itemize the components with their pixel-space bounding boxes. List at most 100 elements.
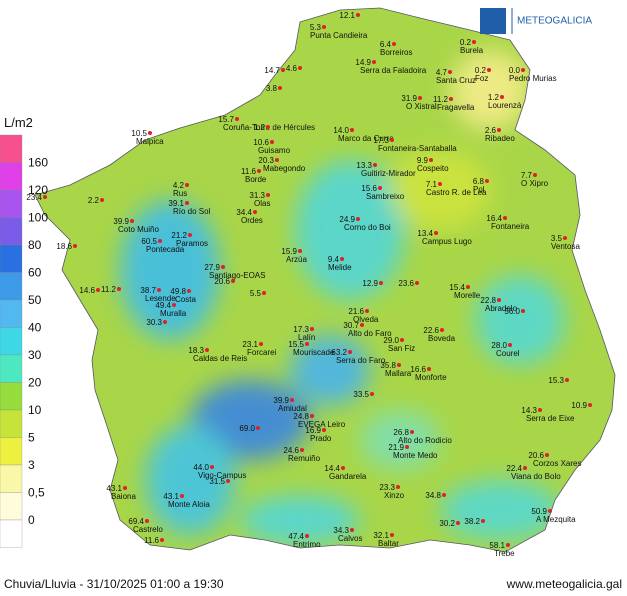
station-dot <box>508 343 512 347</box>
station-value: 21.2 <box>171 231 187 240</box>
station-name: Xinzo <box>384 491 405 500</box>
station-value: 23.4 <box>26 193 42 202</box>
legend-label: 30 <box>28 348 42 362</box>
station-name: Viana do Bolo <box>511 472 561 481</box>
station-dot <box>456 521 460 525</box>
station-value: 6.4 <box>380 40 392 49</box>
station-name: Castrelo <box>133 525 163 534</box>
station-value: 11.2 <box>433 95 449 104</box>
station-name: Mabegondo <box>263 164 306 173</box>
station-dot <box>487 68 491 72</box>
station-name: Corno do Boi <box>344 223 391 232</box>
station-dot <box>185 201 189 205</box>
station-name: Sambreixo <box>366 192 405 201</box>
station-name: Ventosa <box>551 242 580 251</box>
station-dot <box>278 86 282 90</box>
station-dot <box>266 125 270 129</box>
station-name: Entrimo <box>293 540 321 549</box>
station-value: 47.4 <box>288 532 304 541</box>
station-dot <box>485 179 489 183</box>
station-name: Punta Candieira <box>310 31 368 40</box>
station-value: 22.6 <box>423 326 439 335</box>
logo: METEOGALICIA <box>480 8 592 34</box>
station-dot <box>226 479 230 483</box>
station-dot <box>210 465 214 469</box>
legend-label: 160 <box>28 156 48 170</box>
station-dot <box>429 158 433 162</box>
station-value: 18.6 <box>56 242 72 251</box>
station-value: 32.1 <box>373 531 389 540</box>
station-name: Mallara <box>385 369 412 378</box>
station-dot <box>145 519 149 523</box>
station-value: 14.7 <box>264 66 280 75</box>
station-value: 50.9 <box>531 507 547 516</box>
station-name: San Fiz <box>388 344 415 353</box>
station-dot <box>500 95 504 99</box>
station-name: Serra de Eixe <box>526 414 575 423</box>
station-value: 56.0 <box>504 307 520 316</box>
station-value: 7.1 <box>426 180 438 189</box>
station-value: 33.5 <box>353 390 369 399</box>
station-dot <box>305 342 309 346</box>
legend-label: 120 <box>28 183 48 197</box>
station-name: Morelle <box>454 291 481 300</box>
station-value: 20.6 <box>528 451 544 460</box>
station-name: Borde <box>245 175 267 184</box>
station-value: 13.4 <box>417 229 433 238</box>
station-dot <box>96 288 100 292</box>
station-name: Calvos <box>338 534 362 543</box>
station-value: 44.0 <box>193 463 209 472</box>
station-value: 15.7 <box>218 115 234 124</box>
station-name: Ordes <box>241 216 263 225</box>
station-value: 30.2 <box>439 519 455 528</box>
station-value: 15.9 <box>281 247 297 256</box>
station-dot <box>396 485 400 489</box>
station-dot <box>259 342 263 346</box>
station-dot <box>350 528 354 532</box>
station-value: 31.5 <box>209 477 225 486</box>
station-name: Costa <box>175 295 196 304</box>
station-dot <box>405 445 409 449</box>
station-dot <box>270 140 274 144</box>
station-name: Alto do Rodicio <box>398 436 452 445</box>
station-value: 9.9 <box>417 156 429 165</box>
station-name: Courel <box>496 349 520 358</box>
station-name: O Xistral <box>406 102 437 111</box>
station-dot <box>231 279 235 283</box>
station-name: Pol <box>473 185 485 194</box>
station-dot <box>370 392 374 396</box>
legend-swatch <box>0 354 23 383</box>
station-value: 14.6 <box>79 286 95 295</box>
station-dot <box>427 367 431 371</box>
station-dot <box>497 298 501 302</box>
station-dot <box>160 538 164 542</box>
station-dot <box>472 40 476 44</box>
station-value: 9.4 <box>328 255 340 264</box>
station-value: 16.9 <box>305 426 321 435</box>
station-name: Baiona <box>111 492 136 501</box>
station-dot <box>390 138 394 142</box>
station-value: 38.7 <box>140 286 156 295</box>
station-dot <box>588 403 592 407</box>
station-name: Olveda <box>353 315 379 324</box>
station-value: 1.2 <box>254 123 266 132</box>
legend-label: 10 <box>28 403 42 417</box>
station-name: Olas <box>254 199 270 208</box>
station-value: 11.6 <box>241 167 257 176</box>
station-dot <box>397 363 401 367</box>
station-value: 4.7 <box>436 68 448 77</box>
station-value: 15.6 <box>361 184 377 193</box>
station-value: 6.8 <box>473 177 485 186</box>
station-dot <box>440 328 444 332</box>
station-name: Prado <box>310 434 332 443</box>
legend-label: 20 <box>28 376 42 390</box>
station-dot <box>356 217 360 221</box>
station-dot <box>256 426 260 430</box>
station-dot <box>117 287 121 291</box>
station-name: Boveda <box>428 334 456 343</box>
station-dot <box>390 533 394 537</box>
station-dot <box>275 158 279 162</box>
legend-swatch <box>0 519 23 548</box>
